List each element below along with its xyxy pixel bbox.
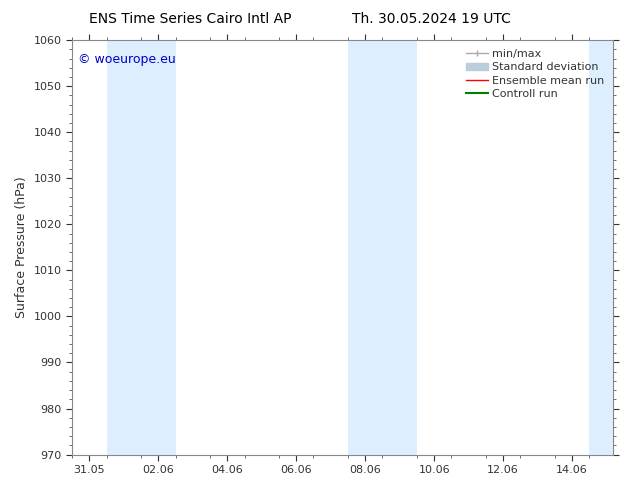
Bar bbox=[590, 40, 614, 455]
Legend: min/max, Standard deviation, Ensemble mean run, Controll run: min/max, Standard deviation, Ensemble me… bbox=[462, 46, 608, 102]
Text: Th. 30.05.2024 19 UTC: Th. 30.05.2024 19 UTC bbox=[352, 12, 510, 26]
Text: © woeurope.eu: © woeurope.eu bbox=[77, 52, 175, 66]
Bar bbox=[107, 40, 176, 455]
Y-axis label: Surface Pressure (hPa): Surface Pressure (hPa) bbox=[15, 176, 28, 318]
Bar bbox=[348, 40, 417, 455]
Text: ENS Time Series Cairo Intl AP: ENS Time Series Cairo Intl AP bbox=[89, 12, 292, 26]
